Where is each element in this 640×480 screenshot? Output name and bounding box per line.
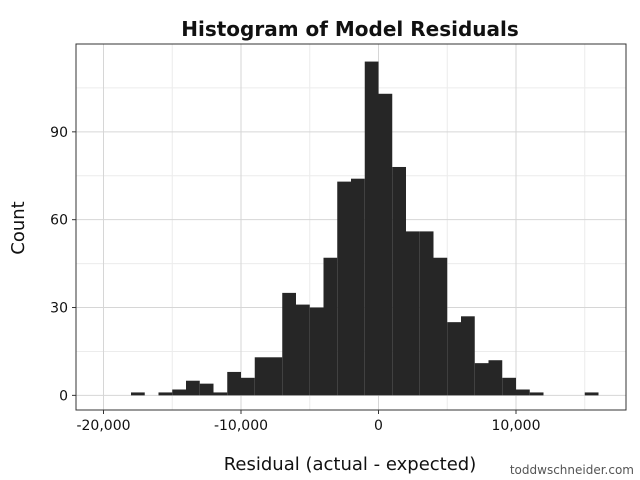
histogram-bar — [488, 360, 503, 396]
y-tick-label: 90 — [50, 125, 68, 141]
histogram-bar — [158, 392, 173, 396]
histogram-bar — [172, 389, 186, 396]
histogram-bar — [392, 166, 406, 396]
histogram-bar — [406, 231, 420, 396]
histogram-bar — [433, 257, 448, 396]
histogram-bar — [502, 377, 516, 396]
plot-panel — [75, 43, 627, 411]
histogram-bar — [296, 304, 310, 396]
histogram-bar — [199, 383, 214, 396]
histogram-bar — [516, 389, 530, 396]
histogram-bar — [282, 292, 296, 396]
histogram-bar — [131, 392, 145, 396]
x-tick-label: 10,000 — [492, 418, 541, 434]
histogram-bar — [227, 371, 241, 396]
x-axis-ticks: -20,000 -10,000 0 10,000 — [76, 410, 541, 434]
y-tick-label: 60 — [50, 213, 68, 229]
histogram-bar — [323, 257, 338, 396]
histogram-bar — [337, 181, 351, 396]
histogram-bar — [461, 316, 475, 396]
y-tick-label: 0 — [59, 388, 68, 404]
y-axis-ticks: 0 30 60 90 — [50, 125, 76, 404]
histogram-bar — [268, 357, 283, 396]
histogram-bar — [584, 392, 599, 396]
chart-title: Histogram of Model Residuals — [181, 17, 519, 41]
histogram-bar — [364, 61, 379, 396]
histogram-bar — [529, 392, 544, 396]
watermark-text: toddwschneider.com — [510, 463, 634, 477]
histogram-bar — [254, 357, 269, 396]
histogram-bar — [213, 392, 228, 396]
grid-lines — [76, 44, 626, 410]
histogram-bar — [309, 307, 324, 396]
y-tick-label: 30 — [50, 301, 68, 317]
x-axis-title: Residual (actual - expected) — [224, 454, 477, 475]
histogram-bar — [241, 377, 255, 396]
histogram-bar — [378, 93, 393, 396]
x-tick-label: -20,000 — [76, 418, 130, 434]
x-tick-label: -10,000 — [214, 418, 268, 434]
histogram-bars — [131, 61, 599, 396]
histogram-bar — [419, 231, 434, 396]
histogram-bar — [186, 380, 200, 396]
histogram-bar — [447, 322, 461, 396]
histogram-bar — [351, 178, 365, 396]
histogram-bar — [474, 363, 489, 396]
y-axis-title: Count — [8, 201, 29, 254]
x-tick-label: 0 — [374, 418, 383, 434]
